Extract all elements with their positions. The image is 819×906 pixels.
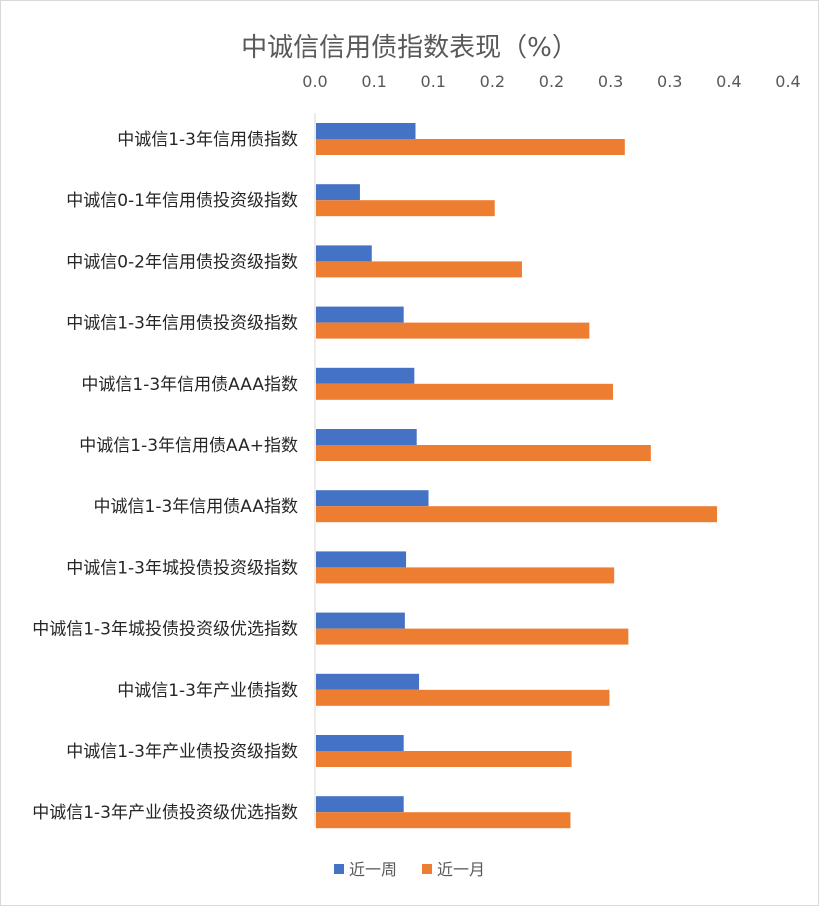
category-label: 中诚信1-3年信用债AA+指数 bbox=[79, 436, 298, 456]
category-label: 中诚信1-3年信用债AA指数 bbox=[94, 497, 299, 517]
category-label: 中诚信1-3年产业债投资级指数 bbox=[66, 742, 298, 762]
category-label: 中诚信0-2年信用债投资级指数 bbox=[66, 252, 298, 272]
category-label: 中诚信1-3年产业债指数 bbox=[117, 681, 298, 701]
x-tick-label: 0.1 bbox=[421, 72, 446, 91]
bar-week bbox=[316, 796, 404, 813]
bar-month bbox=[316, 139, 625, 155]
category-label: 中诚信1-3年城投债投资级指数 bbox=[66, 558, 298, 578]
bar-month bbox=[316, 567, 615, 584]
bar-month bbox=[316, 689, 610, 706]
bar-month bbox=[316, 628, 629, 645]
bar-week bbox=[316, 551, 407, 568]
x-tick-label: 0.3 bbox=[657, 72, 682, 91]
legend-label: 近一周 bbox=[349, 860, 397, 879]
bar-week bbox=[316, 245, 372, 262]
bar-week bbox=[316, 612, 405, 629]
bar-month bbox=[316, 506, 718, 523]
chart-title: 中诚信信用债指数表现（%） bbox=[241, 33, 578, 63]
bar-month bbox=[316, 261, 522, 278]
x-tick-label: 0.4 bbox=[775, 72, 800, 91]
bar-week bbox=[316, 367, 415, 384]
bar-month bbox=[316, 751, 572, 767]
category-label: 中诚信1-3年城投债投资级优选指数 bbox=[32, 620, 298, 640]
bar-week bbox=[316, 429, 417, 445]
bar-month bbox=[316, 200, 495, 217]
bar-week bbox=[316, 123, 416, 139]
category-label: 中诚信1-3年信用债投资级指数 bbox=[66, 314, 298, 334]
category-label: 中诚信1-3年信用债指数 bbox=[117, 130, 298, 150]
bar-week bbox=[316, 490, 429, 507]
x-tick-label: 0.0 bbox=[302, 72, 327, 91]
legend-swatch bbox=[422, 864, 432, 874]
bar-month bbox=[316, 812, 571, 829]
category-label: 中诚信0-1年信用债投资级指数 bbox=[66, 191, 298, 211]
bar-week bbox=[316, 673, 420, 690]
x-tick-label: 0.2 bbox=[539, 72, 564, 91]
x-tick-label: 0.4 bbox=[716, 72, 741, 91]
category-label: 中诚信1-3年产业债投资级优选指数 bbox=[32, 803, 298, 823]
bar-week bbox=[316, 735, 404, 751]
bar-week bbox=[316, 306, 404, 323]
bar-month bbox=[316, 445, 651, 461]
bar-week bbox=[316, 184, 360, 201]
x-tick-label: 0.3 bbox=[598, 72, 623, 91]
legend-swatch bbox=[334, 864, 344, 874]
bar-month bbox=[316, 383, 613, 400]
bar-month bbox=[316, 322, 590, 339]
category-label: 中诚信1-3年信用债AAA指数 bbox=[81, 375, 298, 395]
x-tick-label: 0.1 bbox=[361, 72, 386, 91]
x-tick-label: 0.2 bbox=[480, 72, 505, 91]
legend-label: 近一月 bbox=[437, 860, 485, 879]
